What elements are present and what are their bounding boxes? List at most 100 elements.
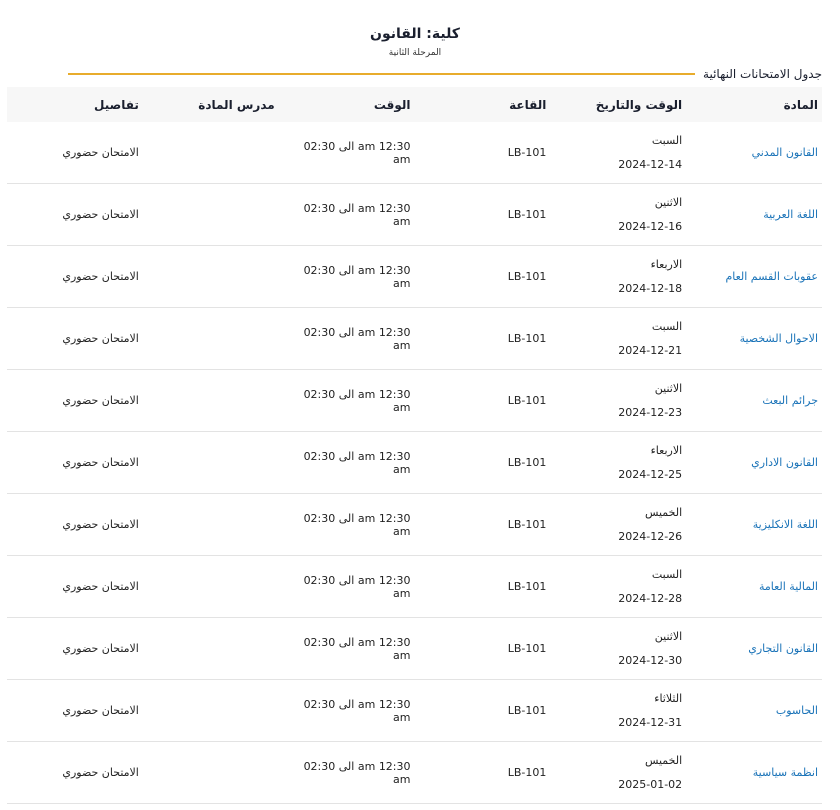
exam-date: 2024-12-26 (618, 529, 683, 543)
time-cell: 12:30 am الى 02:30 am (278, 493, 415, 556)
column-header-details: تفاصيل (7, 87, 143, 122)
exam-date: 2024-12-31 (618, 715, 683, 729)
datetime-cell: الثلاثاء 2024-12-31 (550, 679, 687, 742)
details-cell: الامتحان حضوري (7, 307, 143, 370)
details-cell: الامتحان حضوري (7, 122, 143, 184)
exam-date: 2024-12-21 (618, 343, 683, 357)
datetime-cell: السبت 2024-12-28 (550, 555, 687, 618)
exam-date: 2024-12-14 (618, 157, 683, 171)
teacher-cell (142, 617, 279, 680)
exam-day: السبت (651, 133, 683, 147)
exam-date: 2024-12-25 (618, 467, 683, 481)
teacher-cell (142, 307, 279, 370)
room-cell: LB-101 (414, 307, 551, 370)
datetime-cell: الخميس 2025-01-02 (550, 741, 687, 804)
time-cell: 12:30 am الى 02:30 am (278, 369, 415, 432)
section-header: جدول الامتحانات النهائية (68, 64, 822, 84)
time-cell: 12:30 am الى 02:30 am (278, 245, 415, 308)
time-cell: 12:30 am الى 02:30 am (278, 741, 415, 804)
datetime-cell: الاربعاء 2024-12-25 (550, 431, 687, 494)
exam-date: 2024-12-18 (618, 281, 683, 295)
exam-date: 2024-12-28 (618, 591, 683, 605)
room-cell: LB-101 (414, 369, 551, 432)
subject-link[interactable]: القانون التجاري (686, 617, 822, 680)
subject-link[interactable]: القانون الاداري (686, 431, 822, 494)
column-header-datetime: الوقت والتاريخ (550, 87, 687, 122)
exam-day: الاربعاء (650, 257, 683, 271)
time-cell: 12:30 am الى 02:30 am (278, 431, 415, 494)
room-cell: LB-101 (414, 617, 551, 680)
details-cell: الامتحان حضوري (7, 741, 143, 804)
table-row: عقوبات القسم العام الاربعاء 2024-12-18 LB-1… (7, 245, 822, 308)
teacher-cell (142, 493, 279, 556)
table-row: القانون المدني السبت 2024-12-14 LB-101 12:30… (7, 122, 822, 184)
time-cell: 12:30 am الى 02:30 am (278, 679, 415, 742)
time-cell: 12:30 am الى 02:30 am (278, 183, 415, 246)
time-cell: 12:30 am الى 02:30 am (278, 555, 415, 618)
table-row: القانون الاداري الاربعاء 2024-12-25 LB-101 1… (7, 431, 822, 494)
datetime-cell: الاثنين 2024-12-23 (550, 369, 687, 432)
details-cell: الامتحان حضوري (7, 679, 143, 742)
column-header-time: الوقت (278, 87, 415, 122)
exam-date: 2024-12-16 (618, 219, 683, 233)
exam-day: الاثنين (654, 195, 683, 209)
table-header-row: المادة الوقت والتاريخ القاعة الوقت مدرس … (7, 87, 822, 122)
room-cell: LB-101 (414, 741, 551, 804)
exam-day: الثلاثاء (654, 691, 683, 705)
teacher-cell (142, 741, 279, 804)
exam-day: الخميس (644, 505, 683, 519)
teacher-cell (142, 679, 279, 742)
details-cell: الامتحان حضوري (7, 369, 143, 432)
subject-link[interactable]: المالية العامة (686, 555, 822, 618)
teacher-cell (142, 183, 279, 246)
room-cell: LB-101 (414, 245, 551, 308)
teacher-cell (142, 245, 279, 308)
time-cell: 12:30 am الى 02:30 am (278, 617, 415, 680)
exam-date: 2024-12-30 (618, 653, 683, 667)
datetime-cell: السبت 2024-12-14 (550, 122, 687, 184)
datetime-cell: السبت 2024-12-21 (550, 307, 687, 370)
section-divider (68, 73, 696, 75)
exam-day: السبت (651, 319, 683, 333)
room-cell: LB-101 (414, 431, 551, 494)
exam-date: 2024-12-23 (618, 405, 683, 419)
details-cell: الامتحان حضوري (7, 431, 143, 494)
subject-link[interactable]: اللغة العربية (686, 183, 822, 246)
page-header: كلية: القانون المرحلة الثانية (0, 24, 830, 60)
table-row: اللغة الانكليزية الخميس 2024-12-26 LB-101 12… (7, 493, 822, 556)
column-header-room: القاعة (414, 87, 551, 122)
exam-day: الاربعاء (650, 443, 683, 457)
room-cell: LB-101 (414, 493, 551, 556)
datetime-cell: الاثنين 2024-12-16 (550, 183, 687, 246)
details-cell: الامتحان حضوري (7, 617, 143, 680)
table-row: جرائم البعث الاثنين 2024-12-23 LB-101 12:30 … (7, 369, 822, 432)
teacher-cell (142, 369, 279, 432)
table-row: اللغة العربية الاثنين 2024-12-16 LB-101 12:3… (7, 183, 822, 246)
subject-link[interactable]: الحاسوب (686, 679, 822, 742)
subject-link[interactable]: عقوبات القسم العام (686, 245, 822, 308)
exam-schedule-table: المادة الوقت والتاريخ القاعة الوقت مدرس … (7, 87, 822, 804)
subject-link[interactable]: القانون المدني (686, 122, 822, 184)
subject-link[interactable]: اللغة الانكليزية (686, 493, 822, 556)
page-subtitle: المرحلة الثانية (388, 48, 442, 58)
details-cell: الامتحان حضوري (7, 555, 143, 618)
column-header-subject: المادة (686, 87, 822, 122)
details-cell: الامتحان حضوري (7, 245, 143, 308)
teacher-cell (142, 431, 279, 494)
time-cell: 12:30 am الى 02:30 am (278, 307, 415, 370)
subject-link[interactable]: الاحوال الشخصية (686, 307, 822, 370)
table-row: انظمة سياسية الخميس 2025-01-02 LB-101 12:30 … (7, 741, 822, 804)
teacher-cell (142, 555, 279, 618)
table-row: الاحوال الشخصية السبت 2024-12-21 LB-101 12:3… (7, 307, 822, 370)
table-row: القانون التجاري الاثنين 2024-12-30 LB-101 12… (7, 617, 822, 680)
exam-day: الاثنين (654, 381, 683, 395)
subject-link[interactable]: انظمة سياسية (686, 741, 822, 804)
subject-link[interactable]: جرائم البعث (686, 369, 822, 432)
exam-day: الخميس (644, 753, 683, 767)
exam-date: 2025-01-02 (618, 777, 683, 791)
table-row: المالية العامة السبت 2024-12-28 LB-101 12:30… (7, 555, 822, 618)
datetime-cell: الاثنين 2024-12-30 (550, 617, 687, 680)
teacher-cell (142, 122, 279, 184)
exam-day: السبت (651, 567, 683, 581)
exam-day: الاثنين (654, 629, 683, 643)
